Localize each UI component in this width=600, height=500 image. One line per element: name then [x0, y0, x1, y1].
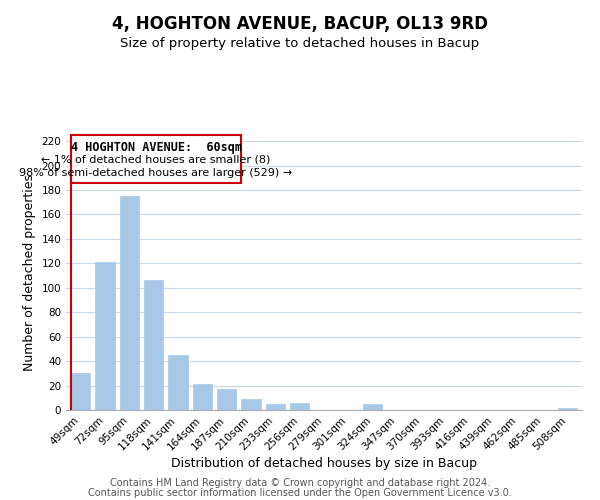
Text: Contains public sector information licensed under the Open Government Licence v3: Contains public sector information licen… — [88, 488, 512, 498]
X-axis label: Distribution of detached houses by size in Bacup: Distribution of detached houses by size … — [171, 458, 477, 470]
Text: Contains HM Land Registry data © Crown copyright and database right 2024.: Contains HM Land Registry data © Crown c… — [110, 478, 490, 488]
Bar — [144, 280, 163, 410]
Bar — [193, 384, 212, 410]
Text: Size of property relative to detached houses in Bacup: Size of property relative to detached ho… — [121, 38, 479, 51]
Bar — [71, 135, 241, 182]
Text: ← 1% of detached houses are smaller (8): ← 1% of detached houses are smaller (8) — [41, 154, 271, 164]
Bar — [363, 404, 382, 410]
Bar — [71, 374, 91, 410]
Text: 98% of semi-detached houses are larger (529) →: 98% of semi-detached houses are larger (… — [19, 168, 293, 178]
Bar — [241, 399, 261, 410]
Y-axis label: Number of detached properties: Number of detached properties — [23, 174, 36, 371]
Bar — [119, 196, 139, 410]
Bar — [217, 389, 236, 410]
Text: 4 HOGHTON AVENUE:  60sqm: 4 HOGHTON AVENUE: 60sqm — [71, 141, 242, 154]
Bar — [168, 355, 188, 410]
Text: 4, HOGHTON AVENUE, BACUP, OL13 9RD: 4, HOGHTON AVENUE, BACUP, OL13 9RD — [112, 15, 488, 33]
Bar — [290, 402, 310, 410]
Bar — [266, 404, 285, 410]
Bar — [95, 262, 115, 410]
Bar — [557, 408, 577, 410]
